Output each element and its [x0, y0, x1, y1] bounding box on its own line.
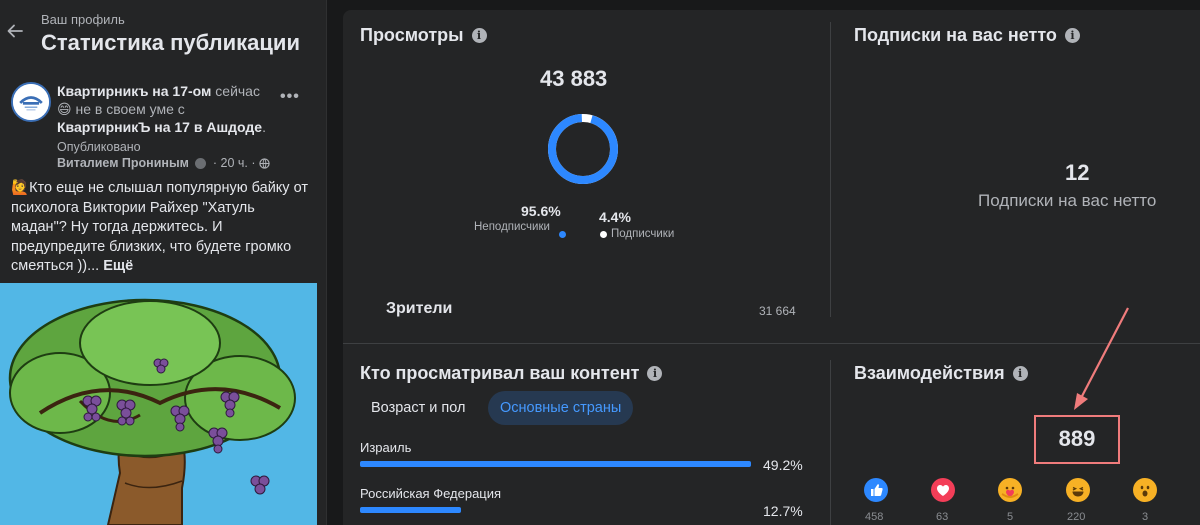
audience-title: Кто просматривал ваш контент — [360, 363, 640, 383]
interactions-section-title: Взаимодействия i — [854, 363, 1028, 384]
back-arrow-icon[interactable] — [6, 22, 24, 40]
nonfollowers-percent: 95.6% — [521, 203, 561, 219]
feeling-emoji-icon: 😄 — [57, 101, 72, 117]
country-bar — [360, 507, 461, 513]
see-more-link[interactable]: Ещё — [103, 258, 134, 274]
net-follows-value: 12 — [1065, 160, 1090, 185]
haha-count: 220 — [1067, 511, 1086, 523]
views-section-title: Просмотры i — [360, 25, 487, 46]
woman-raising-hand-icon: 🙋 — [11, 180, 30, 196]
page-avatar[interactable] — [11, 82, 51, 122]
viewers-value: 31 664 — [759, 304, 796, 318]
dot-separator: · — [212, 156, 218, 170]
wow-icon[interactable] — [1133, 478, 1157, 502]
views-total: 43 883 — [540, 66, 608, 91]
info-icon[interactable]: i — [1012, 366, 1028, 381]
nonfollowers-legend-label: Неподписчик­и — [474, 221, 550, 233]
highlight-box — [1034, 415, 1120, 464]
haha-icon[interactable] — [1066, 478, 1090, 502]
help-circle-icon[interactable] — [195, 158, 207, 170]
annotation-arrow-icon — [1074, 307, 1129, 410]
views-donut-chart — [548, 114, 618, 184]
post-image[interactable] — [0, 283, 317, 525]
nonfollowers-legend-dot — [559, 231, 566, 238]
column-divider — [830, 22, 831, 317]
followers-legend: Подписчики — [600, 228, 674, 240]
dot-separator-2: · — [251, 156, 256, 170]
globe-icon — [259, 156, 270, 170]
post-author-line: Квартирникъ на 17-ом сейчас 😄 не в своем… — [57, 82, 279, 136]
info-icon[interactable]: i — [1064, 28, 1080, 43]
location-period: . — [262, 119, 266, 135]
published-meta: Опубликовано Виталием Прониным · 20 ч. · — [57, 139, 270, 171]
country-name: Израиль — [360, 440, 412, 455]
followers-percent: 4.4% — [599, 209, 631, 225]
views-title: Просмотры — [360, 25, 464, 45]
interactions-total: 889 — [1058, 426, 1096, 451]
insights-panel — [343, 10, 1200, 525]
donut-nonfollowers-arc — [548, 114, 618, 184]
location-name[interactable]: КвартирникЪ на 17 в Ашдоде — [57, 119, 263, 135]
author-name[interactable]: Квартирникъ на 17-ом — [57, 83, 212, 99]
like-icon[interactable] — [864, 478, 888, 502]
more-options-icon[interactable]: ••• — [280, 88, 300, 105]
net-follows-title: Подписки на вас нетто — [854, 25, 1057, 45]
like-count: 458 — [865, 511, 884, 523]
love-icon[interactable] — [931, 478, 955, 502]
viewers-label: Зрители — [386, 300, 453, 317]
interactions-title: Взаимодействия — [854, 363, 1005, 383]
followers-legend-dot — [600, 230, 607, 238]
post-body: Кто еще не слышал популярную байку от пс… — [11, 180, 308, 274]
published-by[interactable]: Виталием Прониным — [57, 156, 189, 170]
followers-legend-label: Подписчики — [611, 228, 675, 240]
care-icon[interactable] — [998, 478, 1022, 502]
care-count: 5 — [1007, 511, 1014, 523]
info-icon[interactable]: i — [647, 366, 663, 381]
published-label: Опубликовано — [57, 140, 141, 154]
post-time-now: сейчас — [211, 83, 260, 99]
breadcrumb[interactable]: Ваш профиль — [41, 12, 125, 27]
feeling-text: не в своем уме с — [71, 101, 185, 117]
post-time[interactable]: 20 ч. — [220, 156, 248, 170]
audience-section-title: Кто просматривал ваш контент i — [360, 363, 663, 384]
tab-top-countries[interactable]: Основные страны — [488, 391, 634, 425]
post-panel: Ваш профиль Статистика публикации Кварти… — [0, 0, 327, 525]
row-divider — [343, 343, 1200, 344]
info-icon[interactable]: i — [471, 28, 487, 43]
column-divider-lower — [830, 360, 831, 525]
tab-age-gender[interactable]: Возраст и пол — [371, 400, 466, 416]
country-name: Российская Федерация — [360, 486, 502, 501]
love-count: 63 — [936, 511, 949, 523]
country-bar — [360, 461, 751, 467]
post-text: 🙋Кто еще не слышал популярную байку от п… — [11, 179, 311, 277]
wow-count: 3 — [1142, 511, 1149, 523]
page-title: Статистика публикации — [41, 30, 300, 55]
country-percent: 12.7% — [763, 503, 803, 519]
country-percent: 49.2% — [763, 457, 803, 473]
net-follows-section-title: Подписки на вас нетто i — [854, 25, 1080, 46]
net-follows-label: Подписки на вас нетто — [978, 191, 1157, 210]
